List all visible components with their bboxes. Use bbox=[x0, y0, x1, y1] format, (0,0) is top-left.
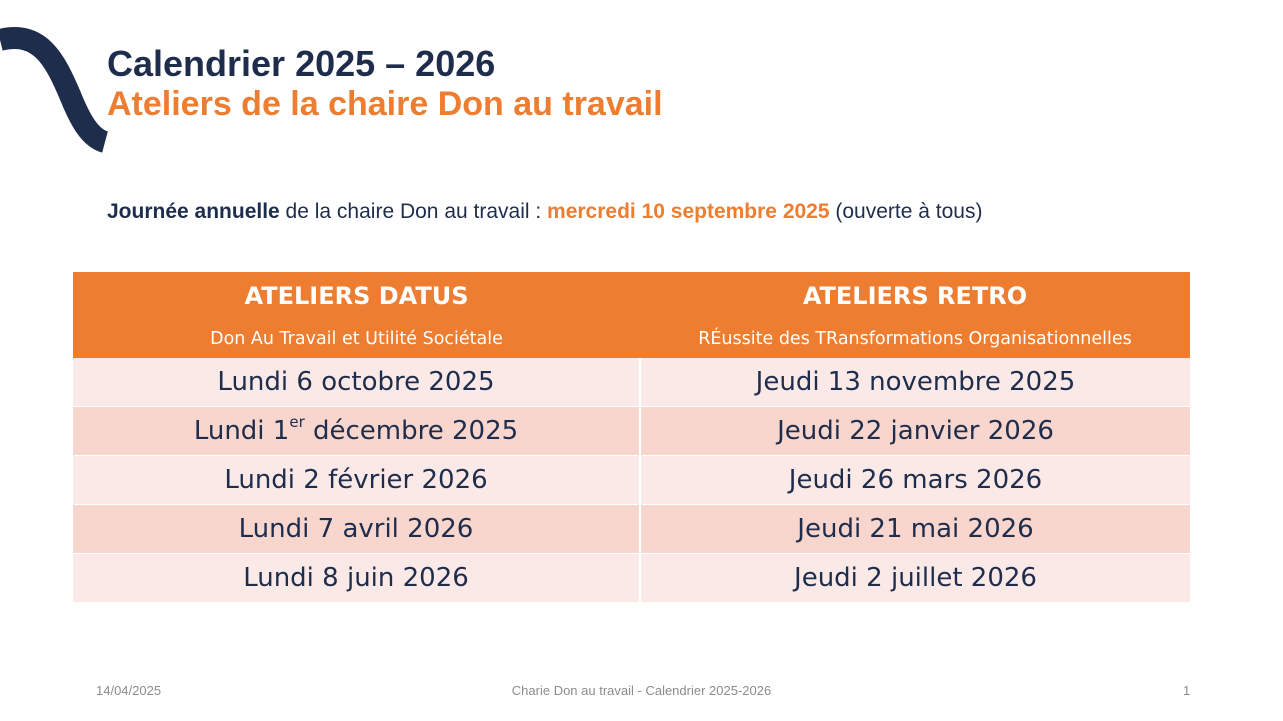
date-text: décembre 2025 bbox=[304, 416, 519, 446]
annual-day-text: de la chaire Don au travail : bbox=[279, 200, 548, 223]
annual-day-label: Journée annuelle bbox=[107, 200, 280, 223]
page-title: Calendrier 2025 – 2026 bbox=[107, 43, 496, 84]
date-text: Lundi 1 bbox=[193, 416, 290, 446]
annual-day-line: Journée annuelle de la chaire Don au tra… bbox=[107, 200, 982, 224]
annual-day-note: (ouverte à tous) bbox=[829, 200, 983, 223]
page-number: 1 bbox=[1183, 683, 1191, 698]
footer-date: 14/04/2025 bbox=[96, 683, 162, 698]
table-row: Lundi 2 février 2026 Jeudi 26 mars 2026 bbox=[73, 455, 1190, 505]
column-header-datus: ATELIERS DATUS bbox=[73, 272, 640, 320]
table-row: Lundi 8 juin 2026 Jeudi 2 juillet 2026 bbox=[73, 553, 1190, 603]
table-row: Lundi 1er décembre 2025 Jeudi 22 janvier… bbox=[73, 406, 1190, 456]
column-header-retro: ATELIERS RETRO bbox=[640, 272, 1190, 320]
datus-date-cell: Lundi 2 février 2026 bbox=[73, 455, 640, 505]
datus-date-cell: Lundi 6 octobre 2025 bbox=[73, 358, 640, 407]
workshop-calendar-table: ATELIERS DATUS ATELIERS RETRO Don Au Tra… bbox=[73, 272, 1190, 603]
ordinal-suffix: er bbox=[289, 413, 305, 431]
column-subheader-datus: Don Au Travail et Utilité Sociétale bbox=[73, 320, 640, 358]
title-block: Calendrier 2025 – 2026 Ateliers de la ch… bbox=[107, 44, 663, 124]
retro-date-cell: Jeudi 22 janvier 2026 bbox=[639, 406, 1190, 456]
footer-title: Charie Don au travail - Calendrier 2025-… bbox=[511, 683, 772, 698]
datus-date-cell: Lundi 8 juin 2026 bbox=[73, 553, 640, 603]
swoosh-logo-icon bbox=[0, 27, 110, 153]
table-row: Lundi 6 octobre 2025 Jeudi 13 novembre 2… bbox=[73, 358, 1190, 407]
retro-date-cell: Jeudi 21 mai 2026 bbox=[639, 504, 1190, 554]
datus-date-cell: Lundi 7 avril 2026 bbox=[73, 504, 640, 554]
datus-date-cell: Lundi 1er décembre 2025 bbox=[73, 406, 640, 456]
retro-date-cell: Jeudi 2 juillet 2026 bbox=[639, 553, 1190, 603]
retro-date-cell: Jeudi 26 mars 2026 bbox=[639, 455, 1190, 505]
column-subheader-retro: RÉussite des TRansformations Organisatio… bbox=[640, 320, 1190, 358]
retro-date-cell: Jeudi 13 novembre 2025 bbox=[639, 358, 1190, 407]
annual-day-date: mercredi 10 septembre 2025 bbox=[547, 200, 830, 223]
page-subtitle: Ateliers de la chaire Don au travail bbox=[107, 85, 663, 123]
table-row: Lundi 7 avril 2026 Jeudi 21 mai 2026 bbox=[73, 504, 1190, 554]
